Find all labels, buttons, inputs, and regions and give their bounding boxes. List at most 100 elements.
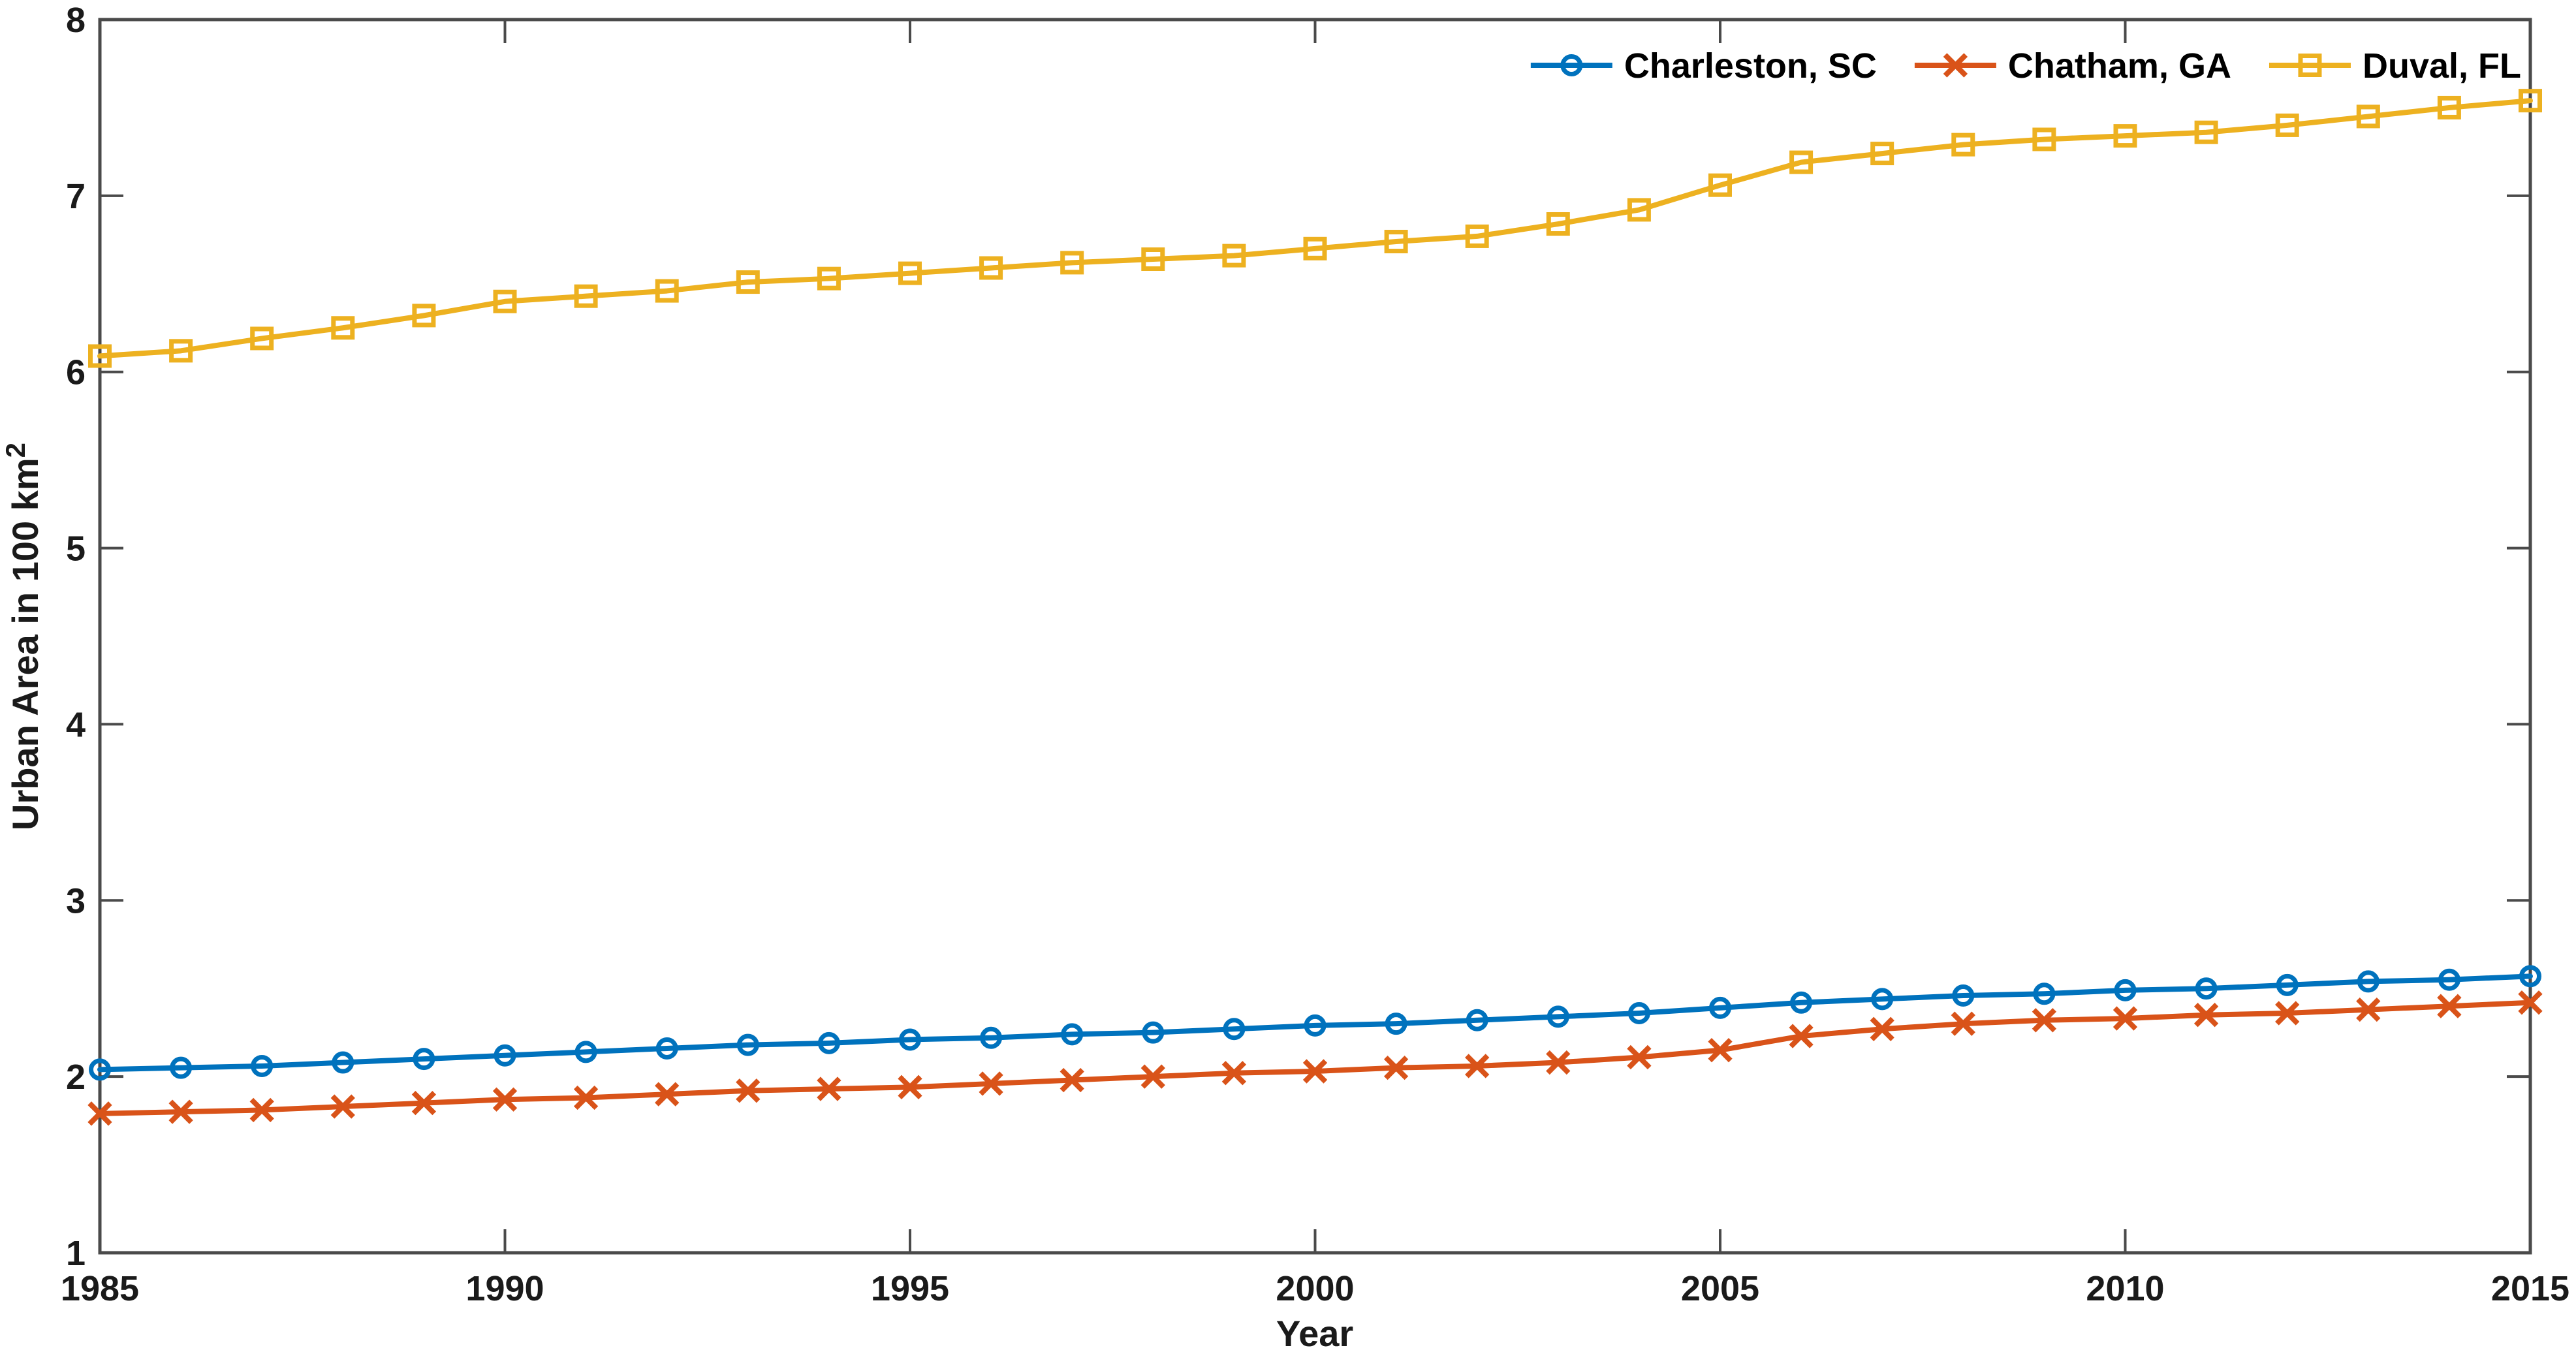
data-point-marker-chatham-ga: [2032, 1008, 2057, 1033]
data-point-marker-charleston-sc: [817, 1031, 840, 1054]
legend-label-charleston-sc: Charleston, SC: [1624, 46, 1877, 86]
data-point-marker-duval-fl: [1789, 150, 1814, 174]
data-point-marker-duval-fl: [1060, 251, 1084, 275]
data-point-marker-duval-fl: [2194, 120, 2218, 144]
y-axis-title: Urban Area in 100 km2: [0, 443, 46, 830]
y-axis-tick-label: 8: [66, 1, 86, 40]
y-axis-tick-label: 1: [66, 1234, 86, 1273]
data-point-marker-duval-fl: [1627, 198, 1651, 222]
data-point-marker-chatham-ga: [736, 1078, 761, 1103]
data-point-marker-duval-fl: [1465, 224, 1489, 248]
y-axis-title-superscript: 2: [0, 443, 31, 458]
data-point-marker-charleston-sc: [980, 1026, 1003, 1049]
data-point-marker-duval-fl: [1951, 133, 1975, 157]
legend-item-chatham-ga: Chatham, GA: [1914, 46, 2231, 86]
data-point-marker-chatham-ga: [1221, 1061, 1247, 1086]
data-point-marker-chatham-ga: [249, 1097, 274, 1123]
data-point-marker-charleston-sc: [1061, 1023, 1084, 1046]
data-point-marker-charleston-sc: [2519, 965, 2541, 988]
data-point-marker-duval-fl: [574, 284, 598, 308]
x-axis-title: Year: [1276, 1313, 1353, 1354]
data-point-marker-chatham-ga: [1060, 1067, 1084, 1093]
data-point-marker-charleston-sc: [1547, 1005, 1569, 1028]
data-point-marker-charleston-sc: [1871, 988, 1894, 1011]
legend: Charleston, SC Chatham, GA Duval, FL: [1530, 46, 2521, 86]
x-axis-tick-label: 2010: [2086, 1269, 2164, 1308]
data-point-marker-chatham-ga: [2518, 990, 2543, 1015]
data-point-marker-chatham-ga: [1302, 1059, 1328, 1084]
y-axis-title-text: Urban Area in 100 km: [5, 458, 46, 830]
data-point-marker-chatham-ga: [655, 1082, 680, 1107]
data-point-marker-duval-fl: [655, 279, 679, 303]
data-point-marker-chatham-ga: [87, 1101, 112, 1126]
data-point-marker-duval-fl: [1222, 244, 1246, 268]
data-point-marker-chatham-ga: [1951, 1011, 1975, 1036]
y-axis-tick-label: 7: [66, 177, 86, 216]
x-axis-tick-label: 2005: [1681, 1269, 1759, 1308]
data-point-marker-chatham-ga: [2113, 1006, 2138, 1031]
data-point-marker-charleston-sc: [655, 1037, 678, 1060]
data-point-marker-charleston-sc: [2276, 973, 2299, 996]
data-point-marker-chatham-ga: [1546, 1050, 1571, 1075]
x-axis-tick-label: 2015: [2491, 1269, 2569, 1308]
data-point-marker-chatham-ga: [979, 1071, 1003, 1096]
legend-item-duval-fl: Duval, FL: [2269, 46, 2521, 86]
data-point-marker-charleston-sc: [2033, 982, 2056, 1005]
data-point-marker-charleston-sc: [251, 1054, 274, 1077]
data-point-marker-chatham-ga: [1708, 1038, 1733, 1063]
data-point-marker-duval-fl: [250, 326, 274, 351]
data-point-marker-duval-fl: [1303, 236, 1327, 260]
data-point-marker-charleston-sc: [1142, 1021, 1165, 1044]
x-axis-tick-label: 1995: [871, 1269, 949, 1308]
series-duval-fl: [88, 89, 2542, 368]
data-point-marker-duval-fl: [898, 261, 922, 285]
data-point-marker-chatham-ga: [2275, 1001, 2300, 1026]
data-point-marker-charleston-sc: [1709, 996, 1731, 1019]
data-point-marker-duval-fl: [88, 344, 112, 368]
data-point-marker-charleston-sc: [1627, 1001, 1650, 1024]
x-axis-tick-label: 2000: [1276, 1269, 1354, 1308]
series-line-charleston-sc: [97, 973, 2533, 1073]
data-point-marker-chatham-ga: [1627, 1045, 1652, 1070]
data-point-marker-charleston-sc: [2114, 979, 2137, 1001]
data-point-marker-chatham-ga: [898, 1075, 922, 1099]
plot-area: 1985 1990 1995 2000 2005 2010 2015 1 2 3 4 5 6 7 8 Char…: [61, 1, 2569, 1308]
data-point-marker-duval-fl: [2356, 104, 2380, 129]
data-point-marker-charleston-sc: [574, 1041, 597, 1063]
legend-swatch-marker-chatham-ga: [1943, 53, 1968, 78]
data-point-marker-duval-fl: [1141, 247, 1165, 272]
data-point-marker-duval-fl: [169, 339, 193, 363]
data-point-marker-chatham-ga: [1789, 1024, 1814, 1048]
data-point-marker-charleston-sc: [2357, 970, 2380, 993]
data-point-marker-charleston-sc: [170, 1056, 193, 1079]
data-point-marker-chatham-ga: [411, 1090, 437, 1116]
data-point-marker-charleston-sc: [1304, 1014, 1327, 1037]
data-point-marker-chatham-ga: [492, 1087, 518, 1112]
data-point-marker-chatham-ga: [1383, 1055, 1409, 1080]
y-axis-tick-label: 6: [66, 353, 86, 392]
y-axis-tick-label: 4: [66, 705, 86, 744]
data-point-marker-duval-fl: [2437, 95, 2461, 119]
data-point-marker-charleston-sc: [899, 1028, 921, 1051]
data-point-marker-chatham-ga: [2193, 1003, 2219, 1028]
series-charleston-sc: [89, 965, 2541, 1081]
data-point-marker-charleston-sc: [736, 1033, 759, 1056]
data-point-marker-chatham-ga: [1140, 1064, 1165, 1089]
y-axis-tick-label: 5: [66, 529, 86, 569]
data-point-marker-chatham-ga: [2437, 994, 2462, 1018]
data-point-marker-duval-fl: [736, 270, 760, 294]
data-point-marker-duval-fl: [1384, 230, 1408, 254]
data-point-marker-charleston-sc: [332, 1051, 354, 1074]
data-point-marker-chatham-ga: [1870, 1016, 1894, 1041]
legend-swatch-marker-duval-fl: [2298, 54, 2322, 77]
data-point-marker-duval-fl: [1546, 212, 1570, 236]
data-point-marker-charleston-sc: [1223, 1018, 1246, 1041]
data-point-marker-duval-fl: [979, 256, 1003, 280]
y-axis-tick-label: 2: [66, 1058, 86, 1097]
data-point-marker-duval-fl: [1708, 173, 1732, 197]
x-axis-tick-label: 1990: [465, 1269, 544, 1308]
data-point-marker-chatham-ga: [817, 1076, 841, 1101]
data-point-marker-chatham-ga: [2356, 997, 2381, 1022]
data-point-marker-chatham-ga: [168, 1099, 193, 1124]
